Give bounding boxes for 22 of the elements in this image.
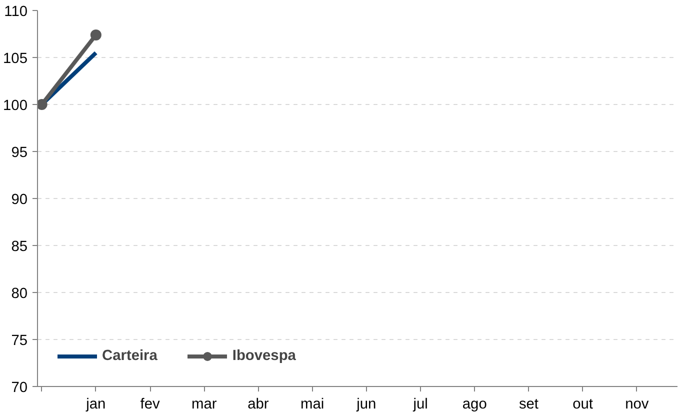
x-tick-label: abr bbox=[248, 396, 269, 412]
y-tick-label: 105 bbox=[3, 51, 28, 67]
x-tick-label: ago bbox=[462, 396, 487, 412]
y-tick-label: 80 bbox=[11, 286, 28, 302]
y-tick-label: 95 bbox=[11, 145, 28, 161]
y-tick-label: 110 bbox=[4, 4, 28, 20]
x-tick-label: fev bbox=[140, 396, 160, 412]
legend-label: Carteira bbox=[102, 348, 158, 364]
y-tick-label: 100 bbox=[3, 98, 28, 114]
x-tick-label: mar bbox=[192, 396, 217, 412]
x-tick-label: set bbox=[518, 396, 539, 412]
y-tick-label: 75 bbox=[11, 333, 28, 349]
y-tick-label: 70 bbox=[11, 380, 28, 396]
x-tick-label: jun bbox=[356, 396, 376, 412]
x-tick-label: jul bbox=[412, 396, 428, 412]
y-tick-label: 85 bbox=[11, 239, 28, 255]
y-tick-label: 90 bbox=[11, 192, 28, 208]
x-tick-label: nov bbox=[625, 396, 650, 412]
x-tick-label: out bbox=[572, 396, 594, 412]
legend-label: Ibovespa bbox=[232, 348, 296, 364]
x-tick-label: jan bbox=[85, 396, 106, 412]
x-tick-label: mai bbox=[300, 396, 324, 412]
